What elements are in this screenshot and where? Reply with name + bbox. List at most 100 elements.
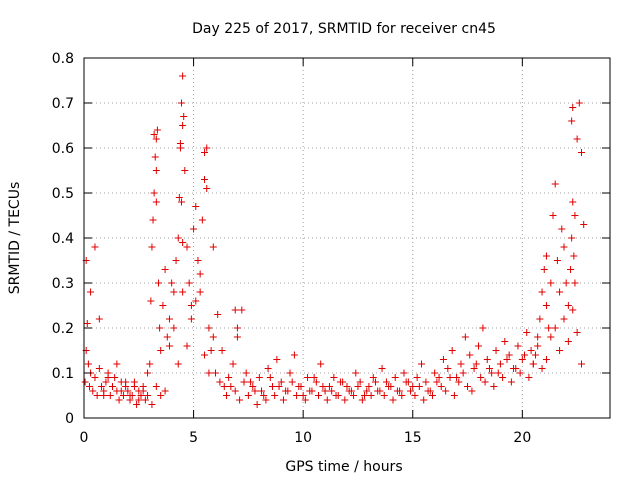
data-point [247, 378, 255, 386]
data-point [560, 243, 568, 251]
data-point [485, 365, 493, 372]
data-point [229, 360, 237, 368]
data-point [564, 338, 572, 345]
data-point [293, 392, 301, 399]
data-point [271, 392, 279, 399]
data-point [437, 383, 445, 390]
data-point [222, 392, 230, 399]
data-point [573, 135, 581, 143]
data-point [573, 329, 581, 336]
data-point [157, 347, 165, 354]
data-point [578, 149, 586, 156]
data-point [521, 351, 529, 359]
data-point [139, 387, 147, 395]
data-point [122, 378, 130, 386]
data-point [172, 257, 180, 264]
data-point [91, 243, 99, 251]
x-tick-label: 20 [513, 430, 531, 446]
data-point [133, 401, 141, 408]
data-point [183, 243, 191, 251]
data-point [354, 383, 362, 390]
data-point [179, 122, 187, 129]
data-point [231, 306, 239, 314]
data-point [319, 383, 327, 390]
data-point [534, 333, 542, 341]
data-point [422, 378, 430, 386]
data-point [402, 378, 410, 386]
data-point [540, 266, 548, 273]
y-tick-label: 0.5 [52, 186, 74, 202]
data-point [567, 266, 575, 273]
data-point [151, 153, 159, 161]
data-point [170, 288, 178, 296]
data-point [501, 338, 509, 345]
data-point [117, 387, 125, 395]
data-point [531, 351, 539, 359]
data-point [185, 279, 193, 287]
data-point [523, 329, 531, 336]
data-point [244, 392, 252, 399]
data-point [227, 383, 235, 390]
y-tick-label: 0.7 [52, 96, 74, 112]
y-tick-label: 0 [65, 411, 74, 427]
data-point [264, 365, 272, 372]
data-point [249, 383, 257, 390]
data-point [424, 387, 432, 395]
data-point [255, 374, 263, 381]
data-point [297, 383, 305, 390]
data-point [547, 333, 555, 341]
y-axis-label: SRMTID / TECUs [7, 182, 23, 295]
data-point [179, 72, 187, 80]
data-point [380, 392, 388, 399]
data-point [93, 392, 101, 399]
data-point [409, 383, 417, 390]
data-point [570, 252, 578, 260]
data-point [196, 270, 204, 278]
data-point [91, 374, 99, 381]
data-point [198, 216, 206, 224]
data-point [461, 333, 469, 341]
data-point [411, 392, 419, 399]
data-point [284, 387, 292, 395]
data-point [236, 396, 244, 404]
data-point [155, 279, 163, 287]
data-point [470, 365, 478, 372]
data-point [345, 387, 353, 395]
data-point [137, 392, 145, 399]
data-point [378, 365, 386, 372]
data-point [361, 392, 369, 399]
data-point [407, 387, 415, 395]
data-point [547, 279, 555, 287]
data-point [144, 392, 152, 399]
data-point [119, 392, 127, 399]
data-point [203, 144, 211, 152]
y-tick-label: 0.4 [52, 231, 74, 247]
data-point [560, 315, 568, 323]
data-point [538, 288, 546, 296]
data-point [545, 324, 553, 332]
data-point [251, 387, 259, 395]
data-point [448, 347, 456, 354]
data-point [220, 383, 228, 390]
data-point [275, 383, 283, 390]
data-point [150, 189, 158, 197]
data-point [428, 392, 436, 399]
data-point [323, 396, 331, 404]
data-point [205, 324, 213, 332]
data-point [102, 378, 110, 386]
data-point [542, 252, 550, 260]
data-point [507, 378, 515, 386]
data-point [468, 387, 476, 395]
data-point [165, 342, 173, 350]
data-point [556, 288, 564, 296]
y-tick-label: 0.1 [52, 366, 74, 382]
data-point [457, 360, 465, 368]
data-point [499, 374, 507, 381]
data-point [135, 396, 143, 404]
data-point [174, 360, 182, 368]
y-tick-label: 0.6 [52, 141, 74, 157]
x-tick-label: 10 [294, 430, 312, 446]
data-point [207, 347, 215, 354]
data-point [472, 360, 480, 368]
data-point [512, 365, 520, 372]
